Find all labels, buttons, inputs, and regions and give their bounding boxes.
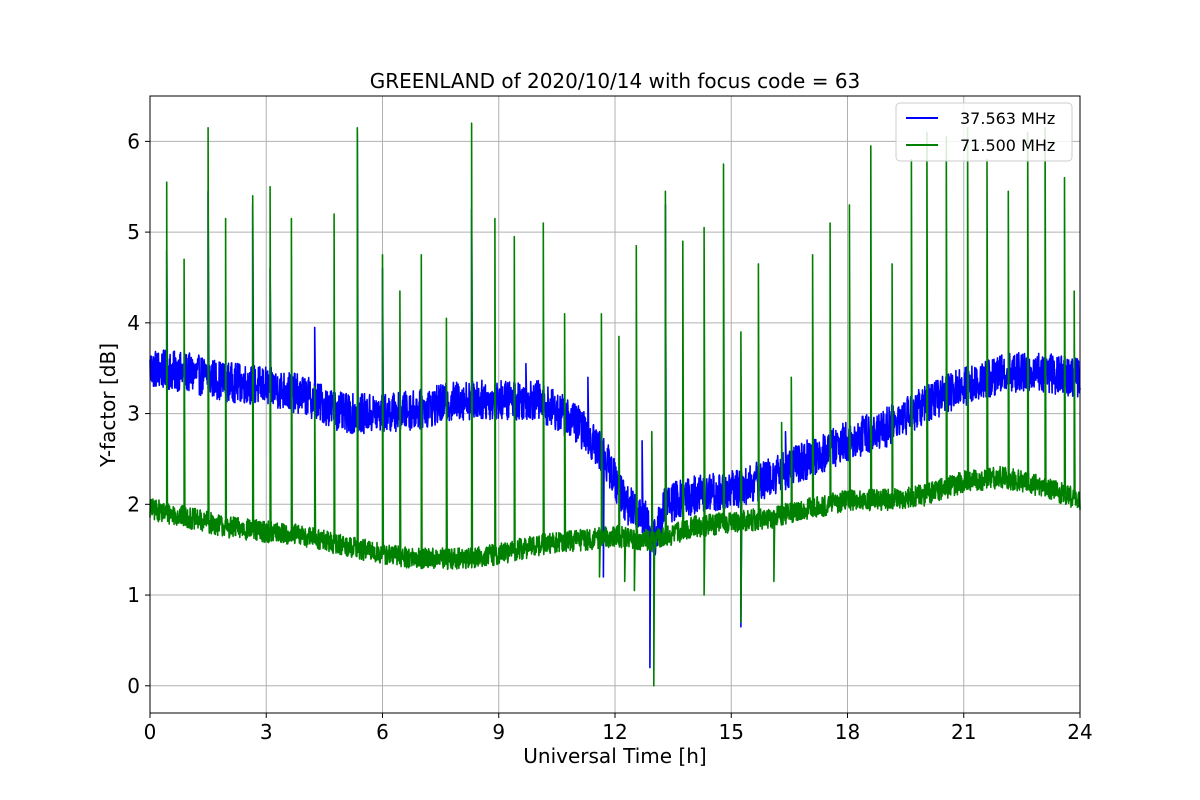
x-tick-label: 18 [835, 720, 860, 744]
chart-title: GREENLAND of 2020/10/14 with focus code … [370, 69, 861, 93]
legend: 37.563 MHz 71.500 MHz [895, 102, 1073, 162]
series-line-2 [149, 122, 1081, 687]
x-tick-label: 15 [719, 720, 744, 744]
x-tick-label: 9 [492, 720, 505, 744]
legend-box [895, 102, 1073, 162]
x-tick-label: 21 [951, 720, 976, 744]
x-tick-label: 3 [260, 720, 273, 744]
series-layer [149, 122, 1081, 687]
y-tick-label: 6 [127, 129, 140, 153]
series-line-1 [149, 131, 1081, 669]
y-tick-label: 2 [127, 492, 140, 516]
x-tick-label: 24 [1067, 720, 1092, 744]
legend-label-series-2: 71.500 MHz [960, 136, 1055, 155]
y-tick-label: 4 [127, 311, 140, 335]
x-axis-label: Universal Time [h] [523, 744, 706, 768]
y-axis-label: Y-factor [dB] [96, 343, 120, 468]
y-tick-label: 1 [127, 583, 140, 607]
y-tick-label: 0 [127, 674, 140, 698]
y-tick-label: 5 [127, 220, 140, 244]
x-tick-label: 12 [602, 720, 627, 744]
x-tick-label: 6 [376, 720, 389, 744]
legend-label-series-1: 37.563 MHz [960, 109, 1055, 128]
x-axis: 0 3 6 9 12 15 18 21 24 [144, 713, 1093, 744]
y-axis: 0 1 2 3 4 5 6 [127, 129, 150, 698]
y-tick-label: 3 [127, 402, 140, 426]
x-tick-label: 0 [144, 720, 157, 744]
